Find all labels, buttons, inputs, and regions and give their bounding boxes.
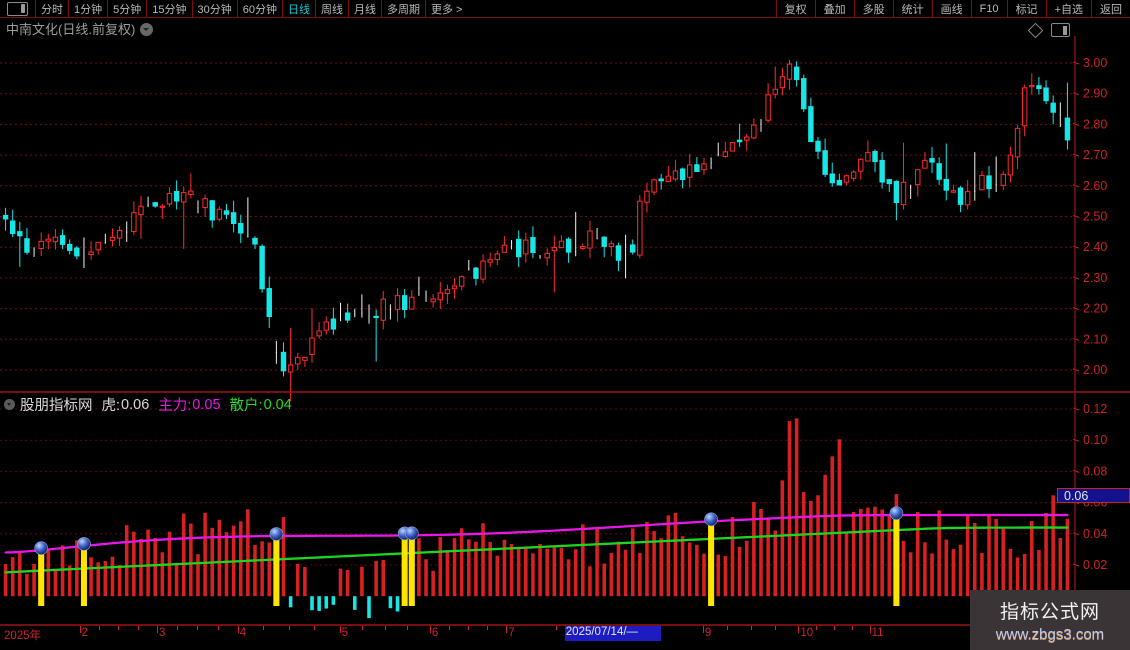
svg-text:2.30: 2.30 [1083, 271, 1107, 285]
svg-text:2.50: 2.50 [1083, 210, 1107, 224]
svg-text:2.80: 2.80 [1083, 117, 1107, 131]
svg-text:2.60: 2.60 [1083, 179, 1107, 193]
svg-text:2.40: 2.40 [1083, 240, 1107, 254]
svg-text:2.20: 2.20 [1083, 302, 1107, 316]
svg-text:0.02: 0.02 [1083, 558, 1107, 572]
svg-text:2.10: 2.10 [1083, 332, 1107, 346]
svg-text:0.04: 0.04 [1083, 527, 1107, 541]
svg-text:3.00: 3.00 [1083, 56, 1107, 70]
svg-text:2.70: 2.70 [1083, 148, 1107, 162]
svg-text:2.90: 2.90 [1083, 87, 1107, 101]
svg-text:0.10: 0.10 [1083, 433, 1107, 447]
svg-text:2.00: 2.00 [1083, 363, 1107, 377]
svg-text:0.12: 0.12 [1083, 402, 1107, 416]
svg-text:0.08: 0.08 [1083, 464, 1107, 478]
